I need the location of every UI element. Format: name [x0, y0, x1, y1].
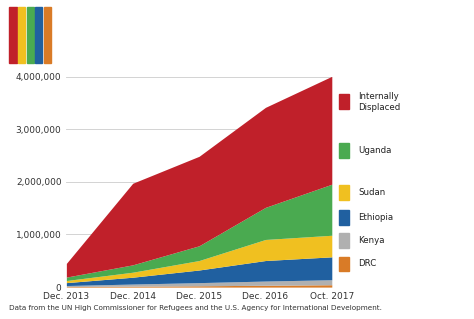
Text: FOR STRATEGIC STUDIES: FOR STRATEGIC STUDIES — [90, 48, 197, 57]
Bar — [339, 234, 349, 248]
Text: South Sudan: South Sudan — [282, 20, 401, 37]
Text: Uganda: Uganda — [358, 146, 392, 155]
Polygon shape — [27, 7, 34, 63]
Text: Kenya: Kenya — [358, 236, 385, 245]
Text: Data from the UN High Commissioner for Refugees and the U.S. Agency for Internat: Data from the UN High Commissioner for R… — [9, 305, 383, 311]
Bar — [339, 185, 349, 200]
Text: Ethiopia: Ethiopia — [358, 213, 394, 222]
Text: AFRICA CENTER: AFRICA CENTER — [90, 21, 188, 31]
Polygon shape — [9, 7, 17, 63]
Text: DRC: DRC — [358, 259, 377, 269]
Bar — [339, 143, 349, 158]
Polygon shape — [35, 7, 42, 63]
Bar — [339, 94, 349, 109]
Text: Internally
Displaced: Internally Displaced — [358, 92, 401, 112]
Polygon shape — [18, 7, 25, 63]
Text: Population Movement since 2013: Population Movement since 2013 — [237, 48, 445, 58]
Bar — [339, 210, 349, 225]
Polygon shape — [44, 7, 51, 63]
Text: Sudan: Sudan — [358, 188, 386, 197]
Bar — [339, 256, 349, 271]
